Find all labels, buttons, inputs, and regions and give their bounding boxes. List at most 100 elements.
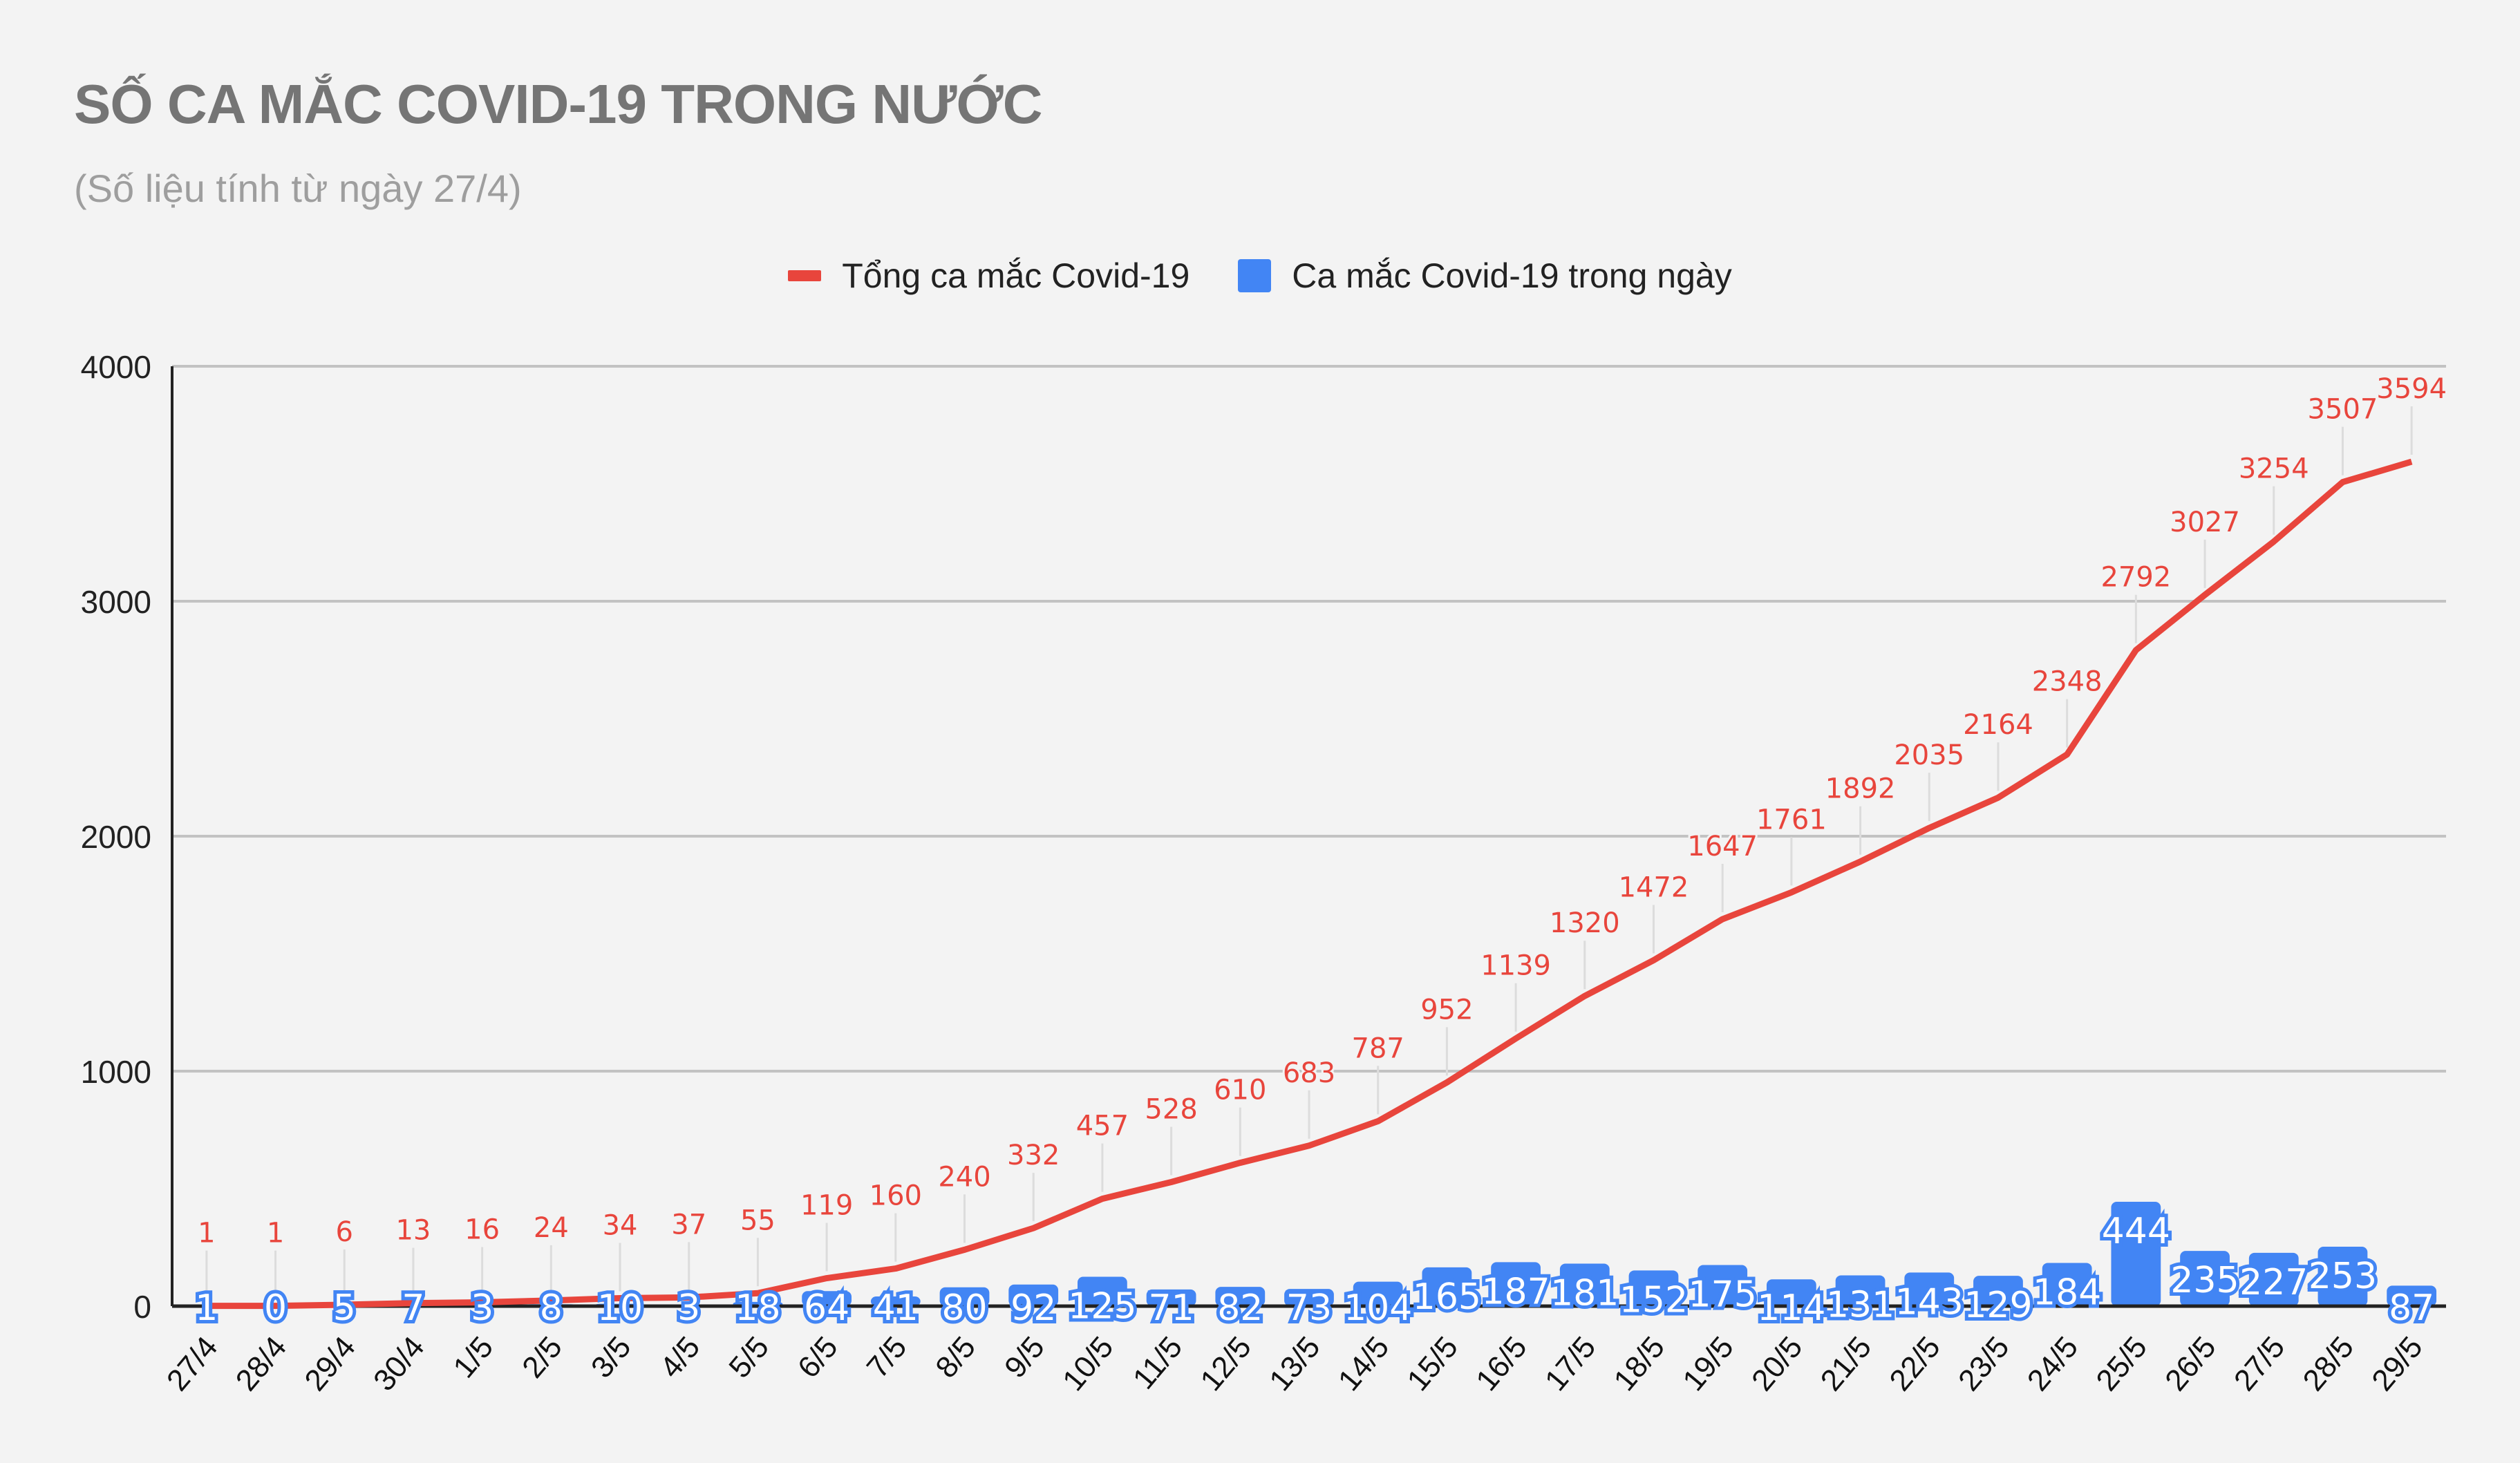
x-tick-label: 27/4 [160,1330,225,1397]
daily-value-label: 18 [735,1287,780,1329]
x-tick-label: 24/5 [2021,1330,2085,1397]
total-value-label: 1647 [1687,831,1758,862]
x-tick-label: 29/5 [2365,1330,2429,1397]
x-tick-label: 26/5 [2159,1330,2223,1397]
chart-legend: Tổng ca mắc Covid-19 Ca mắc Covid-19 tro… [0,256,2520,296]
daily-value-label: 152 [1619,1279,1688,1321]
daily-bar [2180,1251,2230,1306]
total-value-label: 787 [1352,1032,1404,1064]
daily-bar [1835,1275,1886,1306]
total-value-label: 119 [800,1190,853,1222]
daily-bar [1422,1267,1472,1306]
daily-value-label: 235 [2170,1260,2239,1301]
daily-value-label: 7 [402,1287,424,1329]
x-tick-label: 12/5 [1194,1330,1258,1397]
x-tick-label: 17/5 [1539,1330,1603,1397]
daily-value-label: 8 [540,1287,563,1329]
daily-bar [1284,1289,1334,1306]
daily-bar [1353,1281,1403,1306]
total-value-label: 3507 [2308,394,2378,426]
daily-bar [1766,1279,1816,1306]
daily-bar [802,1291,852,1306]
x-tick-label: 8/5 [929,1330,982,1384]
daily-value-label: 181 [1550,1272,1619,1314]
daily-bar [1078,1276,1127,1306]
total-value-label: 3254 [2239,453,2309,485]
x-tick-label: 9/5 [998,1330,1051,1384]
legend-item-daily[interactable]: Ca mắc Covid-19 trong ngày [1238,256,1732,296]
x-tick-label: 6/5 [791,1330,845,1384]
x-tick-label: 22/5 [1883,1330,1947,1397]
total-value-label: 6 [336,1216,353,1248]
x-tick-label: 1/5 [446,1330,500,1384]
daily-value-label: 82 [1217,1287,1263,1329]
x-tick-label: 18/5 [1608,1330,1672,1397]
daily-value-label: 87 [2389,1287,2434,1329]
x-tick-label: 13/5 [1263,1330,1327,1397]
daily-bar [1904,1272,1955,1306]
x-tick-label: 14/5 [1332,1330,1396,1397]
x-tick-label: 16/5 [1469,1330,1534,1397]
total-value-label: 1 [198,1218,215,1249]
total-value-label: 610 [1214,1075,1266,1106]
daily-value-label: 3 [677,1287,700,1329]
daily-value-label: 125 [1068,1286,1136,1328]
daily-value-label: 175 [1689,1274,1757,1316]
y-tick-label: 0 [133,1289,151,1325]
total-value-label: 1761 [1756,804,1827,836]
total-value-label: 55 [740,1205,775,1236]
x-tick-label: 10/5 [1056,1330,1120,1397]
x-tick-label: 28/5 [2297,1330,2361,1397]
total-cases-line [206,458,2413,1310]
daily-bar [2042,1263,2092,1306]
total-value-label: 683 [1283,1057,1335,1089]
x-tick-label: 4/5 [654,1330,707,1384]
total-value-label: 16 [464,1214,500,1246]
legend-item-total[interactable]: Tổng ca mắc Covid-19 [788,256,1190,296]
x-tick-label: 19/5 [1676,1330,1740,1397]
daily-value-label: 184 [2033,1272,2101,1313]
daily-value-label: 143 [1895,1281,1964,1323]
daily-value-label: 71 [1149,1287,1194,1329]
daily-value-label: 0 [264,1287,287,1329]
daily-bar [2111,1202,2161,1306]
daily-bar [870,1296,921,1306]
daily-value-label: 3 [471,1287,493,1329]
x-tick-label: 11/5 [1127,1330,1189,1396]
daily-value-label: 114 [1757,1287,1825,1329]
total-value-label: 2164 [1963,709,2033,741]
total-value-label: 1139 [1480,950,1551,982]
x-tick-label: 23/5 [1952,1330,2016,1397]
daily-bar [1215,1287,1266,1306]
total-value-label: 457 [1076,1111,1129,1142]
daily-value-label: 129 [1964,1285,2032,1326]
total-value-label: 952 [1420,994,1473,1026]
total-value-label: 24 [534,1212,569,1244]
total-value-label: 13 [395,1215,431,1247]
total-value-label: 2035 [1894,739,1964,771]
total-value-label: 2348 [2032,666,2103,698]
total-value-label: 34 [603,1209,638,1241]
x-tick-label: 5/5 [722,1330,775,1384]
x-tick-label: 29/4 [298,1330,362,1397]
daily-value-label: 104 [1344,1287,1412,1329]
daily-value-label: 253 [2309,1256,2377,1297]
daily-value-label: 80 [941,1287,987,1329]
daily-value-label: 92 [1010,1287,1056,1329]
daily-value-label: 187 [1481,1271,1550,1312]
total-value-label: 528 [1145,1093,1197,1125]
total-value-label: 1 [267,1218,284,1249]
total-value-label: 1472 [1619,872,1689,904]
total-value-label: 332 [1007,1140,1060,1171]
chart-subtitle: (Số liệu tính từ ngày 27/4) [74,167,522,210]
line-swatch-icon [788,270,822,281]
x-tick-label: 27/5 [2228,1330,2292,1397]
total-value-label: 3594 [2376,373,2447,405]
daily-bar [2387,1285,2437,1306]
total-value-label: 37 [671,1209,706,1240]
daily-value-label: 227 [2239,1262,2308,1303]
x-tick-label: 21/5 [1814,1330,1879,1397]
bar-swatch-icon [1238,259,1272,292]
daily-bar [1628,1270,1679,1306]
